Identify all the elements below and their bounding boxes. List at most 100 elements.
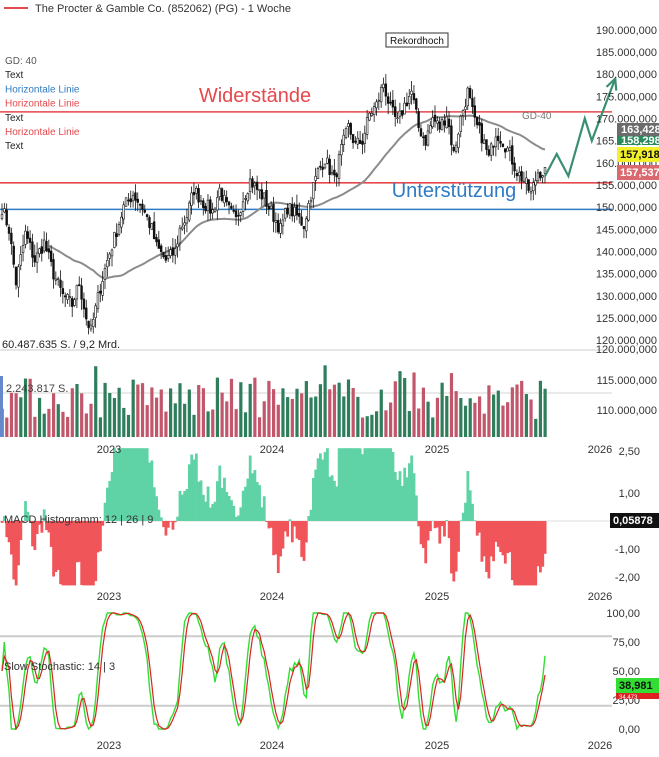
- candle-body: [316, 168, 320, 179]
- volume-bar: [136, 384, 140, 437]
- candle-body: [218, 187, 221, 197]
- volume-bar: [370, 414, 374, 437]
- price-panel: [0, 74, 618, 335]
- volume-bar: [421, 387, 425, 437]
- macd-bar: [176, 516, 180, 521]
- volume-bar: [431, 417, 435, 437]
- candle-body: [525, 177, 528, 184]
- macd-bar: [405, 477, 409, 521]
- candle-body: [445, 116, 448, 129]
- candle-body: [459, 115, 462, 132]
- candle-body: [291, 203, 294, 217]
- candle-body: [52, 259, 55, 280]
- macd-bar: [499, 521, 503, 553]
- macd-bar: [96, 521, 100, 553]
- macd-bar: [7, 521, 11, 543]
- support-annotation: Unterstützung: [392, 180, 517, 202]
- price-tick-label: 125.000,000: [596, 313, 657, 325]
- macd-bar: [178, 490, 182, 521]
- macd-bar: [536, 521, 540, 567]
- candle-body: [26, 231, 29, 239]
- macd-bar: [510, 521, 514, 581]
- volume-bar: [5, 417, 9, 437]
- candle-body: [134, 192, 137, 201]
- candle-body: [529, 191, 533, 194]
- candle-body: [31, 241, 34, 258]
- macd-bar: [33, 521, 37, 550]
- candle-body: [485, 139, 488, 150]
- candle-body: [127, 199, 130, 202]
- macd-bar: [295, 521, 299, 539]
- candle-body: [40, 246, 43, 254]
- candle-body: [258, 189, 261, 192]
- candle-body: [113, 232, 116, 248]
- resistance-annotation: Widerstände: [199, 85, 311, 107]
- candle-body: [71, 298, 74, 307]
- candle-body: [274, 220, 278, 223]
- volume-bar: [117, 387, 121, 437]
- volume-bar: [234, 409, 238, 437]
- macd-bar: [19, 521, 23, 540]
- candle-body: [539, 171, 542, 179]
- candle-body: [223, 194, 226, 204]
- candle-body: [227, 201, 231, 206]
- macd-bar: [21, 521, 25, 523]
- candle-body: [487, 149, 491, 156]
- macd-bar: [150, 460, 154, 521]
- price-tick-label: 150.000,000: [596, 202, 657, 214]
- candle-body: [17, 266, 20, 288]
- candle-body: [379, 86, 383, 103]
- candle-body: [337, 154, 341, 179]
- macd-bar: [330, 475, 334, 521]
- candle-body: [239, 212, 242, 216]
- macd-bar: [77, 521, 81, 562]
- macd-bar: [368, 448, 371, 521]
- legend-item-label: Horizontale Linie: [5, 127, 80, 138]
- candle-body: [122, 204, 125, 220]
- volume-bar: [145, 405, 149, 437]
- macd-bar: [12, 521, 16, 580]
- candle-body: [143, 209, 146, 213]
- macd-bar: [421, 521, 425, 548]
- candle-body: [464, 106, 467, 111]
- volume-bar: [272, 389, 276, 437]
- macd-bar: [496, 521, 500, 547]
- volume-bar: [515, 384, 519, 437]
- candle-body: [389, 101, 392, 104]
- volume-bar: [290, 398, 294, 437]
- macd-bar: [370, 448, 374, 521]
- macd-bar: [300, 521, 304, 557]
- candle-body: [461, 110, 465, 116]
- stoch-tick-label: 100,00: [606, 608, 640, 620]
- macd-bar: [340, 448, 343, 521]
- macd-bar: [436, 521, 439, 528]
- macd-bar: [372, 448, 376, 521]
- volume-bar: [126, 414, 131, 437]
- macd-bar: [508, 521, 512, 553]
- candle-body: [504, 148, 507, 153]
- candle-body: [323, 163, 327, 169]
- macd-bar: [61, 521, 65, 586]
- candle-body: [59, 279, 62, 288]
- volume-bar: [70, 388, 74, 437]
- x-tick-label: 2024: [260, 740, 284, 752]
- candle-body: [384, 83, 388, 97]
- macd-bar: [342, 448, 346, 521]
- candle-body: [110, 249, 114, 257]
- candle-body: [157, 239, 161, 249]
- volume-bar: [150, 387, 154, 437]
- macd-bar: [454, 521, 458, 572]
- last-price-text: 157,918: [620, 149, 659, 161]
- legend-item-label: Text: [5, 70, 24, 81]
- macd-bar: [513, 521, 517, 586]
- macd-bar: [438, 521, 442, 544]
- candle-body: [401, 110, 404, 116]
- macd-bar: [31, 521, 34, 547]
- macd-bar: [349, 448, 353, 521]
- stoch-d-badge: [616, 693, 659, 699]
- volume-bar: [435, 397, 440, 437]
- stoch-d-text: 34,473: [619, 695, 638, 701]
- candle-body: [272, 203, 275, 222]
- candle-body: [536, 172, 540, 182]
- candle-body: [506, 147, 509, 152]
